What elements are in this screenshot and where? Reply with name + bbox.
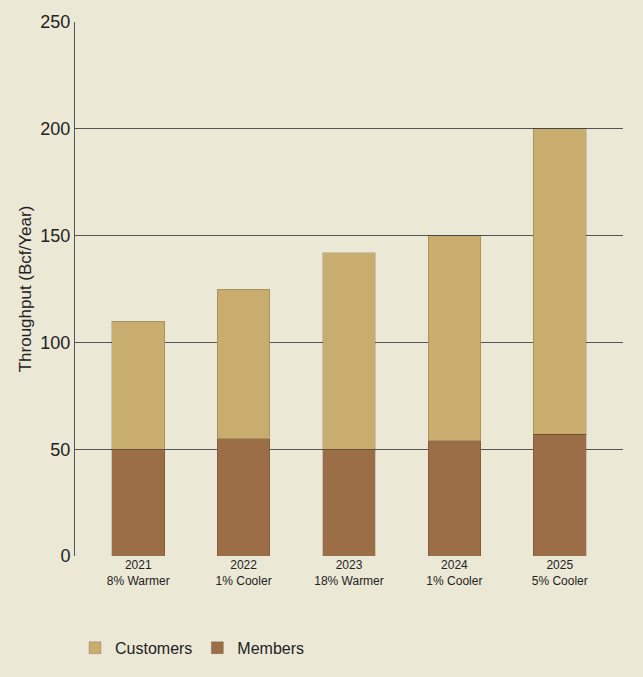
- svg-text:150: 150: [40, 226, 70, 246]
- svg-text:20218% Warmer: 20218% Warmer: [107, 558, 170, 588]
- svg-text:250: 250: [40, 12, 70, 32]
- svg-text:Throughput (Bcf/Year): Throughput (Bcf/Year): [16, 206, 35, 373]
- svg-text:20221% Cooler: 20221% Cooler: [216, 558, 272, 588]
- svg-text:50: 50: [50, 440, 70, 460]
- svg-text:Members: Members: [237, 640, 304, 657]
- svg-text:202318% Warmer: 202318% Warmer: [314, 558, 384, 588]
- svg-text:200: 200: [40, 119, 70, 139]
- svg-text:Customers: Customers: [115, 640, 192, 657]
- svg-text:20255% Cooler: 20255% Cooler: [532, 558, 588, 588]
- svg-text:20241% Cooler: 20241% Cooler: [426, 558, 482, 588]
- svg-text:0: 0: [60, 546, 70, 566]
- svg-text:100: 100: [40, 333, 70, 353]
